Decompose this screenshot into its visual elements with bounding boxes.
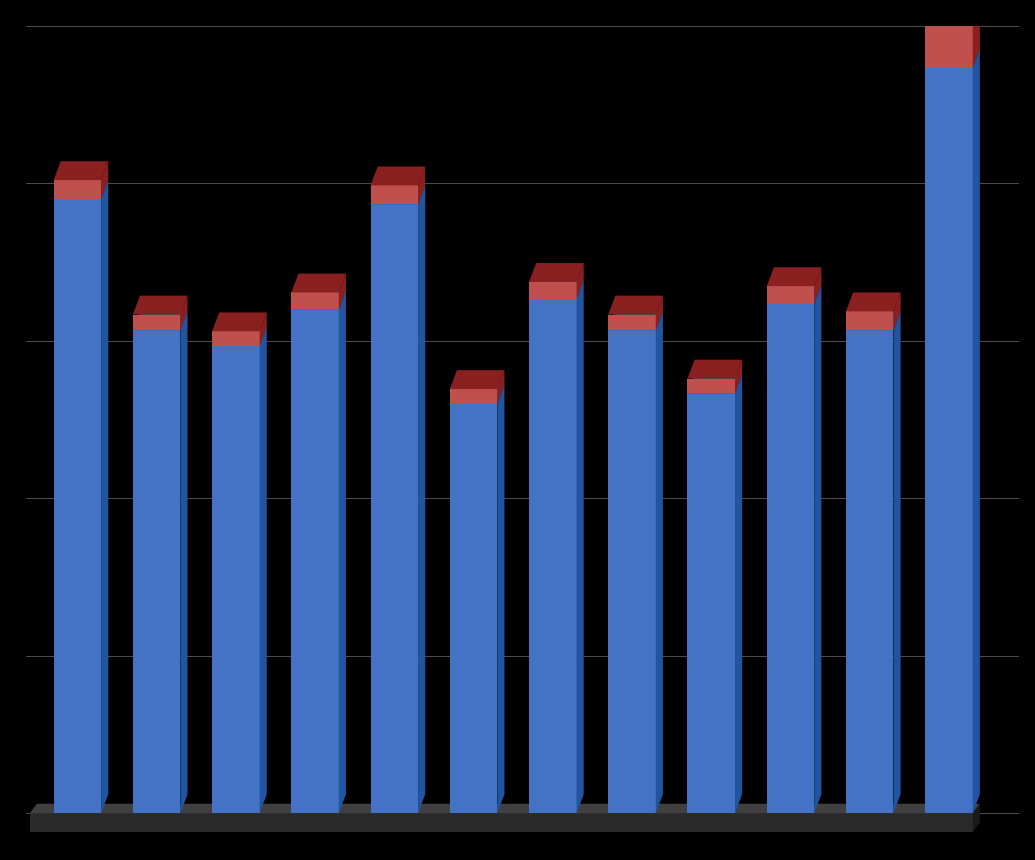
Polygon shape	[846, 311, 893, 330]
Polygon shape	[418, 167, 425, 205]
Polygon shape	[54, 161, 109, 180]
Polygon shape	[30, 814, 973, 832]
Polygon shape	[767, 304, 815, 814]
Polygon shape	[846, 311, 900, 330]
Polygon shape	[291, 291, 346, 310]
Polygon shape	[846, 330, 893, 814]
Polygon shape	[54, 180, 101, 199]
Polygon shape	[656, 296, 663, 330]
Polygon shape	[925, 68, 973, 814]
Polygon shape	[291, 292, 338, 310]
Polygon shape	[529, 280, 584, 298]
Polygon shape	[101, 180, 109, 814]
Polygon shape	[212, 327, 267, 346]
Polygon shape	[180, 311, 187, 814]
Polygon shape	[735, 374, 742, 814]
Polygon shape	[338, 291, 346, 814]
Polygon shape	[815, 286, 822, 814]
Polygon shape	[371, 167, 425, 186]
Polygon shape	[767, 286, 815, 304]
Polygon shape	[291, 310, 338, 814]
Polygon shape	[498, 370, 504, 403]
Polygon shape	[180, 296, 187, 330]
Polygon shape	[687, 374, 742, 393]
Polygon shape	[656, 311, 663, 814]
Polygon shape	[609, 330, 656, 814]
Polygon shape	[767, 286, 822, 304]
Polygon shape	[529, 263, 584, 282]
Polygon shape	[212, 331, 260, 346]
Polygon shape	[132, 315, 180, 330]
Polygon shape	[418, 186, 425, 814]
Polygon shape	[450, 370, 504, 389]
Polygon shape	[893, 311, 900, 814]
Polygon shape	[30, 804, 980, 814]
Polygon shape	[576, 263, 584, 298]
Polygon shape	[54, 199, 101, 814]
Polygon shape	[450, 403, 498, 814]
Polygon shape	[687, 359, 742, 378]
Polygon shape	[498, 385, 504, 814]
Polygon shape	[371, 205, 418, 814]
Polygon shape	[687, 393, 735, 814]
Polygon shape	[338, 273, 346, 310]
Polygon shape	[973, 49, 980, 814]
Polygon shape	[212, 312, 267, 331]
Polygon shape	[846, 292, 900, 311]
Polygon shape	[132, 330, 180, 814]
Polygon shape	[925, 2, 980, 21]
Polygon shape	[371, 186, 425, 205]
Polygon shape	[925, 21, 973, 68]
Polygon shape	[925, 49, 980, 68]
Polygon shape	[212, 346, 260, 814]
Polygon shape	[450, 389, 498, 403]
Polygon shape	[893, 292, 900, 330]
Polygon shape	[291, 273, 346, 292]
Polygon shape	[609, 311, 663, 330]
Polygon shape	[576, 280, 584, 814]
Polygon shape	[609, 315, 656, 330]
Polygon shape	[609, 296, 663, 315]
Polygon shape	[132, 296, 187, 315]
Polygon shape	[687, 378, 735, 393]
Polygon shape	[260, 327, 267, 814]
Polygon shape	[450, 385, 504, 403]
Polygon shape	[371, 186, 418, 205]
Polygon shape	[260, 312, 267, 346]
Polygon shape	[101, 161, 109, 199]
Polygon shape	[815, 267, 822, 304]
Polygon shape	[735, 359, 742, 393]
Polygon shape	[767, 267, 822, 286]
Polygon shape	[529, 298, 576, 814]
Polygon shape	[973, 2, 980, 68]
Polygon shape	[973, 804, 980, 832]
Polygon shape	[529, 282, 576, 298]
Polygon shape	[132, 311, 187, 330]
Polygon shape	[54, 180, 109, 199]
